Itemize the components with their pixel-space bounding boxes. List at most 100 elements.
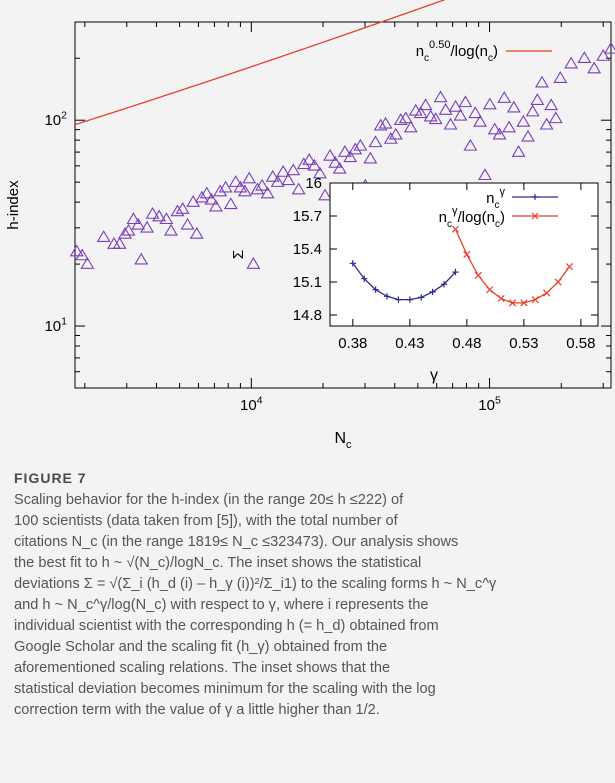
- inset-x-tick-label: 0.43: [395, 335, 424, 352]
- inset-point: [395, 296, 402, 303]
- inset-y-tick-label: 15.7: [293, 208, 322, 225]
- data-point: [286, 163, 301, 176]
- data-point: [228, 175, 243, 187]
- data-point: [223, 197, 238, 210]
- x-tick-label: 104: [240, 394, 263, 414]
- data-point: [265, 169, 280, 182]
- data-point: [577, 51, 592, 63]
- data-point: [255, 178, 270, 191]
- data-point: [516, 114, 531, 127]
- data-point: [281, 173, 296, 186]
- data-point: [291, 182, 306, 195]
- data-point: [323, 148, 337, 161]
- data-point: [126, 212, 141, 225]
- data-point: [443, 117, 458, 130]
- data-point: [242, 171, 257, 184]
- data-point: [478, 168, 492, 181]
- data-point: [180, 217, 195, 230]
- data-point: [118, 226, 132, 239]
- inset-x-tick-label: 0.53: [509, 335, 538, 352]
- data-point: [535, 75, 549, 88]
- data-point: [213, 184, 228, 197]
- data-point: [448, 99, 463, 112]
- data-point: [458, 95, 473, 108]
- data-point: [463, 138, 478, 151]
- inset-x-tick-label: 0.38: [338, 335, 367, 352]
- data-point: [328, 155, 343, 168]
- data-point: [521, 129, 535, 142]
- inset-point: [463, 250, 471, 259]
- data-point: [433, 90, 448, 103]
- inset-legend-marker-2: [531, 212, 539, 220]
- data-point: [276, 164, 291, 177]
- data-point: [233, 180, 248, 193]
- data-point: [398, 111, 413, 124]
- inset-legend-label-2: ncγ/log(nc): [439, 205, 505, 230]
- inset-point: [508, 299, 517, 307]
- data-point: [378, 116, 393, 129]
- data-point: [175, 201, 190, 214]
- plot-frame: [74, 21, 612, 389]
- data-point: [332, 161, 347, 174]
- data-point: [468, 106, 483, 119]
- inset-point: [520, 299, 528, 307]
- data-point: [553, 71, 568, 83]
- data-point: [348, 142, 363, 155]
- data-point: [548, 111, 563, 124]
- caption-text: Scaling behavior for the h-index (in the…: [14, 492, 497, 718]
- figure-label: FIGURE 7: [14, 470, 87, 486]
- data-point: [413, 106, 428, 119]
- inset-point: [418, 294, 425, 301]
- data-point: [604, 41, 615, 54]
- data-point: [497, 91, 512, 103]
- data-point: [250, 182, 265, 195]
- inset-point: [554, 278, 562, 286]
- inset-x-tick-label: 0.48: [452, 335, 481, 352]
- main-plot: 104 105 101 102 Nc h-index nc0.50/log(nc): [5, 0, 615, 451]
- inset-x-tick-label: 0.58: [566, 335, 595, 352]
- data-point: [189, 226, 204, 239]
- data-point: [539, 117, 554, 130]
- data-point: [194, 190, 209, 203]
- data-point: [438, 102, 453, 115]
- inset-point: [531, 295, 539, 304]
- data-point: [318, 188, 333, 201]
- data-point: [145, 206, 160, 219]
- data-point: [199, 186, 214, 199]
- data-point: [75, 248, 90, 261]
- inset-y-tick-label: 15.1: [293, 274, 322, 291]
- inset-point: [543, 289, 551, 297]
- data-point: [492, 127, 507, 140]
- fit-line: [74, 0, 446, 126]
- data-point: [453, 108, 468, 121]
- data-point: [134, 252, 149, 265]
- data-point: [423, 109, 438, 122]
- inset-point: [440, 281, 448, 288]
- inset-y-tick-label: 15.4: [293, 241, 322, 258]
- data-point: [302, 153, 317, 165]
- y-tick-label: 101: [44, 315, 67, 335]
- inset-point: [474, 271, 482, 280]
- data-point: [363, 151, 378, 164]
- data-point: [312, 166, 327, 179]
- data-point: [204, 192, 219, 205]
- inset-point: [452, 268, 459, 276]
- data-point: [564, 56, 579, 69]
- data-point: [511, 145, 526, 157]
- inset-point: [349, 260, 357, 267]
- inset-x-axis-label: γ: [430, 367, 438, 384]
- inset-point: [361, 275, 368, 282]
- data-point: [487, 122, 502, 135]
- data-point: [428, 112, 443, 125]
- data-point: [473, 114, 488, 127]
- data-point: [152, 209, 167, 222]
- data-point: [544, 98, 559, 111]
- inset-point: [451, 225, 460, 233]
- data-point: [388, 127, 403, 140]
- data-point: [208, 199, 223, 212]
- data-point: [260, 186, 275, 199]
- inset-point: [406, 296, 414, 303]
- data-point: [96, 230, 111, 243]
- data-point: [307, 158, 322, 171]
